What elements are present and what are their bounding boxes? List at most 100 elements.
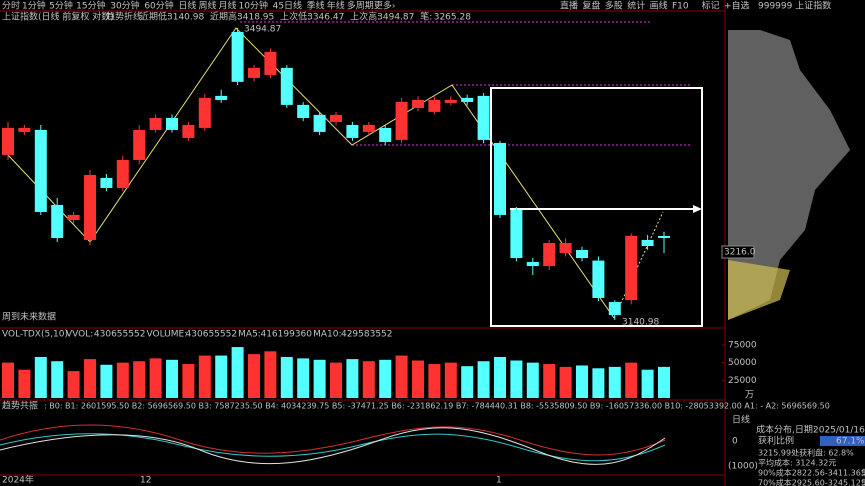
volume-bar [395,355,408,398]
candle-body [67,214,80,220]
candle-body [116,159,129,188]
info-value: 3346.47 [307,13,344,23]
tool-button[interactable]: +自选 [724,0,750,12]
tool-button[interactable]: 直播 [560,0,578,12]
tool-button[interactable]: 统计 [627,0,645,12]
panel-line: 90%成本2822.56-3411.36集中 [758,468,865,478]
profit-label: 获利比例 [758,435,794,447]
volume-label: VOLUME: [147,330,188,340]
volume-label: MA5: [238,330,261,340]
tool-button[interactable]: 标记 [702,0,720,12]
volume-bar [559,366,572,398]
candle-body [641,239,654,246]
candle-body [494,142,506,215]
period-tab[interactable]: 季线 [307,0,325,12]
volume-bar [133,361,146,398]
panel-line: 3215.99处获利盘: 62.8% [758,448,854,458]
period-tab[interactable]: 更多› [374,0,396,12]
period-tab[interactable]: 1分钟 [22,0,46,12]
info-label: 上次低: [280,11,310,23]
volume-bar [576,365,588,398]
volume-bar [658,366,670,398]
candle-body [412,99,424,108]
trend-line [7,27,615,319]
volume-bar [444,362,457,398]
stock-code: 999999 上证指数 [758,0,831,12]
indicator-line [0,424,666,456]
candle-body [658,235,670,238]
volume-bar [2,362,14,398]
period-tab[interactable]: 年线 [327,0,345,12]
volume-bar [379,359,392,398]
panel-line: 70%成本2925.60-3245.12集中 [758,478,865,486]
study-name: 趋势折线 [106,11,142,23]
period-tab[interactable]: 多周期 [347,0,374,12]
tool-button[interactable]: 画线 [650,0,668,12]
candle-body [625,235,638,301]
candle-body [477,95,490,140]
volume-label: VVOL: [66,330,93,340]
info-value: 3418.95 [237,13,274,23]
arrow-head [693,205,702,213]
volume-bar [34,356,47,398]
tool-button[interactable]: 复盘 [582,0,600,12]
volume-bar [641,369,654,398]
candle-body [182,124,195,138]
info-label: 笔: [420,11,432,23]
candle-body [608,302,621,316]
tool-button[interactable]: 多股 [605,0,623,12]
volume-bar [346,359,359,398]
candle-body [149,117,162,130]
candle-body [280,67,293,105]
candle-body [297,104,310,118]
volume-value: 416199360 [260,330,312,340]
indicator-tick: 0 [732,437,738,447]
indicator-values: : B0: B1: 2601595.50 B2: 5696569.50 B3: … [44,402,830,411]
high-label: 3494.87 [244,24,281,34]
candle-body [100,177,113,188]
volume-bar [198,355,211,398]
info-value: 3265.28 [434,13,471,23]
period-tab[interactable]: 日线 [178,0,196,12]
candle-body [543,243,556,267]
volume-bar [149,358,162,398]
candle-body [18,127,31,132]
period-tab[interactable]: 45日线 [273,0,302,12]
indicator-title: 趋势共振 [2,400,38,412]
period-tab[interactable]: 分时 [2,0,20,12]
volume-bar [182,364,195,398]
period-tab[interactable]: 月线 [218,0,236,12]
volume-bar [330,362,342,398]
note: 周到未来数据 [2,311,56,323]
period-tab[interactable]: 30分钟 [110,0,139,12]
volume-bar [526,362,539,398]
y-tick-label: 75000 [728,340,757,350]
period-tab[interactable]: 15分钟 [76,0,105,12]
info-label: 近期高: [210,11,240,23]
period-tab[interactable]: 10分钟 [239,0,268,12]
candle-body [428,99,441,112]
period-tab[interactable]: 60分钟 [144,0,173,12]
info-label: 近期低: [140,11,170,23]
volume-bar [592,368,605,398]
candle-body [51,204,64,238]
profit-value: 67.1% [836,437,865,447]
period-tab[interactable]: 周线 [198,0,216,12]
period-tab[interactable]: 5分钟 [49,0,73,12]
volume-bar [166,359,178,398]
volume-label: MA10: [313,330,341,340]
candle-body [84,174,96,240]
volume-bar [84,359,96,398]
candle-body [330,114,342,122]
volume-bar [248,354,260,398]
panel-title: 成本分布,日期: [756,424,816,436]
low-label: 3140.98 [622,318,659,328]
volume-bar [51,361,64,398]
candle-body [379,127,392,142]
panel-period[interactable]: 日线 [732,414,750,426]
candle-body [592,260,605,299]
tool-button[interactable]: F10 [672,2,689,12]
volume-value: 430655552 [186,330,238,340]
indicator-tick: (1000) [728,462,758,472]
volume-bar [116,362,129,398]
